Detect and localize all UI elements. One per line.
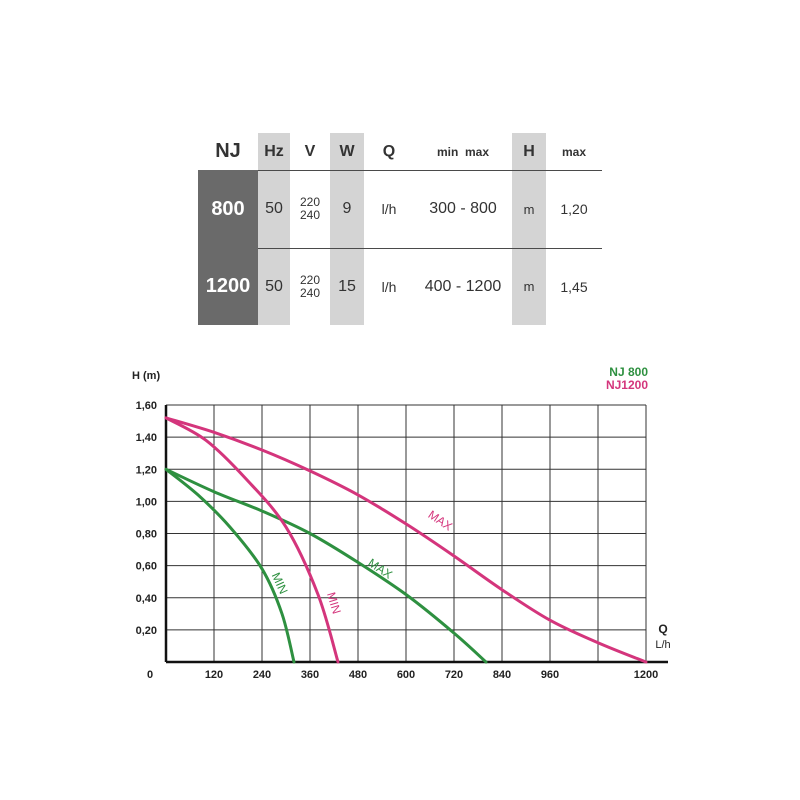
row-1200-voltage-bottom: 240 xyxy=(299,285,321,300)
header-w: W xyxy=(339,142,355,160)
legend-entry-0: NJ 800 xyxy=(609,365,648,379)
x-tick-label: 840 xyxy=(493,669,511,681)
x-tick-label: 960 xyxy=(541,669,559,681)
x-axis-unit: L/h xyxy=(655,639,670,651)
row-800-hz: 50 xyxy=(265,200,283,217)
curve-label-nj800-min: MIN xyxy=(269,570,291,596)
curve-nj800-max xyxy=(164,467,488,664)
curve-nj800-min xyxy=(164,467,296,664)
hz-column-shade xyxy=(258,133,290,325)
row-1200-voltage-top: 220 xyxy=(299,272,321,287)
header-q: Q xyxy=(382,142,396,160)
chart-grid xyxy=(166,404,647,662)
header-hz: Hz xyxy=(264,142,284,160)
row-1200-h-unit: m xyxy=(523,279,535,294)
x-tick-label: 120 xyxy=(205,669,223,681)
x-tick-label: 480 xyxy=(349,669,367,681)
x-tick-label: 720 xyxy=(445,669,463,681)
row-800-h-max: 1,20 xyxy=(560,201,588,217)
curve-label-nj1200-min: MIN xyxy=(324,591,344,616)
chart-axes xyxy=(164,405,668,664)
curve-nj1200-min xyxy=(164,416,340,664)
row-1200-watts: 15 xyxy=(338,277,356,295)
row-800-q-range: 300 - 800 xyxy=(429,200,497,217)
origin-label: 0 xyxy=(147,669,153,681)
row-model-1200: 1200 xyxy=(198,248,258,325)
row-800-voltage-top: 220 xyxy=(299,195,321,209)
y-axis-title: H (m) xyxy=(132,370,160,382)
x-axis-title: Q xyxy=(658,622,667,636)
x-tick-label: 240 xyxy=(253,669,271,681)
y-tick-label: 0,40 xyxy=(136,593,157,605)
table-rule-middle xyxy=(258,248,602,249)
row-1200-h-max: 1,45 xyxy=(560,278,588,295)
x-tick-label: 1200 xyxy=(634,669,658,681)
legend-entry-1: NJ1200 xyxy=(606,378,648,392)
x-tick-label: 360 xyxy=(301,669,319,681)
row-800-watts: 9 xyxy=(342,200,352,217)
spec-table: 800 1200 NJ Hz V W Q min max H max 50 22… xyxy=(198,133,602,325)
curve-nj1200-max xyxy=(164,416,648,664)
y-tick-label: 1,60 xyxy=(136,400,157,412)
row-800-voltage-bottom: 240 xyxy=(299,208,321,222)
header-v: V xyxy=(304,142,316,160)
x-tick-label: 600 xyxy=(397,669,415,681)
table-rule-top xyxy=(258,170,602,171)
w-column-shade xyxy=(330,133,364,325)
row-1200-q-unit: l/h xyxy=(381,278,397,295)
row-1200-voltage: 220 240 xyxy=(290,248,330,325)
chart-curves xyxy=(164,416,648,664)
header-min-max: min max xyxy=(436,144,490,159)
chart-labels: 0,20 0,40 0,60 0,80 1,00 1,20 1,40 1,60 120 240 36… xyxy=(132,365,671,681)
y-tick-label: 0,60 xyxy=(136,561,157,573)
header-nj: NJ xyxy=(215,140,241,162)
header-h: H xyxy=(523,142,535,160)
row-800-h-unit: m xyxy=(523,201,535,217)
y-tick-label: 1,20 xyxy=(136,464,157,476)
y-tick-label: 0,80 xyxy=(136,529,157,541)
y-tick-label: 1,00 xyxy=(136,496,157,508)
header-max: max xyxy=(561,144,587,159)
row-1200-hz: 50 xyxy=(265,277,283,295)
y-tick-label: 1,40 xyxy=(136,432,157,444)
h-column-shade xyxy=(512,133,546,325)
curve-label-nj1200-max: MAX xyxy=(426,507,455,533)
row-800-q-unit: l/h xyxy=(381,201,397,217)
y-tick-label: 0,20 xyxy=(136,625,157,637)
row-model-800: 800 xyxy=(198,170,258,248)
row-800-voltage: 220 240 xyxy=(290,170,330,248)
row-1200-q-range: 400 - 1200 xyxy=(424,277,502,295)
